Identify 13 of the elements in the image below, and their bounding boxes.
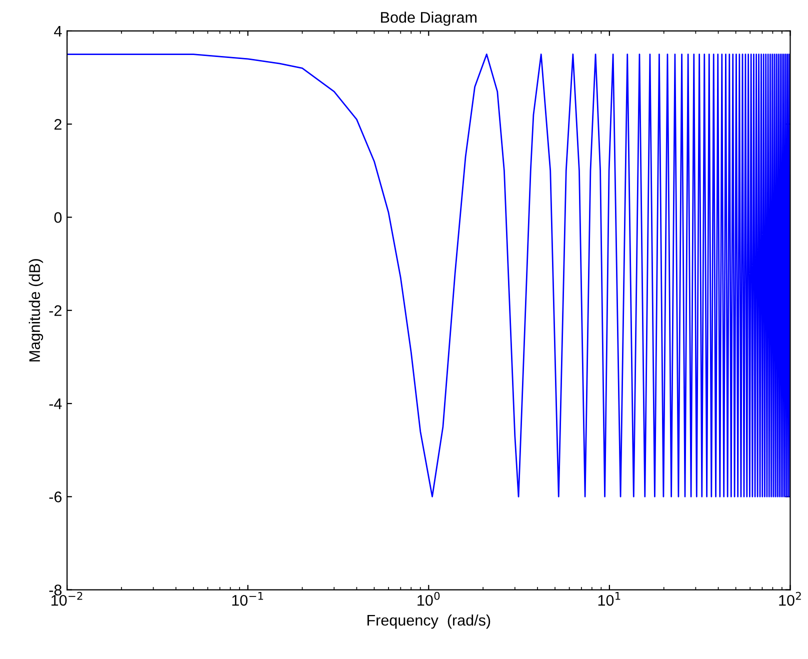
- y-tick-label: 2: [54, 118, 62, 130]
- y-axis-title: Magnitude (dB): [28, 259, 44, 362]
- x-tick-label: 10$^{−1}$: [232, 592, 264, 606]
- x-axis-title: Frequency (rad/s): [367, 614, 490, 629]
- y-tick-label: -2: [49, 305, 62, 316]
- y-tick-label: -4: [49, 398, 62, 410]
- y-tick-label: -6: [49, 492, 62, 502]
- chart-title: Bode Diagram: [381, 12, 476, 26]
- y-tick-label: 0: [54, 212, 62, 223]
- y-tick-label: 4: [54, 26, 62, 37]
- x-tick-label: 10$^{0}$: [418, 592, 440, 606]
- x-tick-label: 10$^{1}$: [598, 592, 620, 606]
- x-tick-label: 10$^{2}$: [779, 592, 801, 606]
